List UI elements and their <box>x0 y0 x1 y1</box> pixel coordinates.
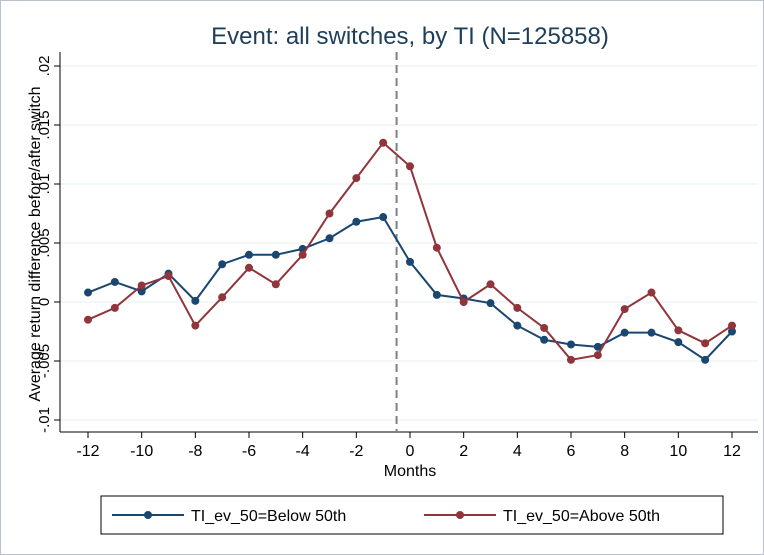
y-tick-label: .015 <box>36 110 53 139</box>
y-tick-label: -.005 <box>36 344 53 378</box>
y-tick-label: .02 <box>36 56 53 77</box>
data-point <box>84 288 92 297</box>
x-tick-label: -10 <box>130 443 153 460</box>
x-axis-label: Months <box>384 463 436 480</box>
data-point <box>486 280 495 289</box>
data-point <box>137 287 146 296</box>
series-group <box>84 138 736 364</box>
data-point <box>620 328 629 337</box>
legend-swatch-marker <box>456 511 464 519</box>
series-1 <box>84 213 736 364</box>
y-tick-label: 0 <box>36 298 53 306</box>
data-point <box>325 209 334 218</box>
legend: TI_ev_50=Below 50th TI_ev_50=Above 50th <box>100 495 724 535</box>
series-line <box>87 141 733 361</box>
data-point <box>674 326 683 335</box>
data-point <box>245 250 253 259</box>
data-point <box>432 290 441 299</box>
x-tick-label: 8 <box>620 443 629 460</box>
chart-title: Event: all switches, by TI (N=125858) <box>211 23 609 50</box>
x-tick-label: -6 <box>242 443 256 460</box>
y-tick-label: .01 <box>36 174 53 195</box>
data-point <box>379 138 388 147</box>
x-tick-label: 10 <box>669 443 687 460</box>
series-line <box>87 215 733 362</box>
x-tick-label: 0 <box>406 443 415 460</box>
data-point <box>191 296 200 305</box>
data-point <box>728 327 736 336</box>
data-point <box>513 321 522 330</box>
data-point <box>701 339 710 348</box>
data-point <box>110 303 119 312</box>
data-point <box>647 288 656 297</box>
series-2 <box>84 138 736 364</box>
data-point <box>701 355 710 364</box>
data-point <box>352 174 361 183</box>
axes: -.01 -.005 0 .005 .01 .015 .02 -12 -10 -8 -6 -4 -2 0 2… <box>36 52 758 460</box>
data-point <box>674 338 683 347</box>
legend-swatch-marker <box>144 511 152 519</box>
x-tick-label: 2 <box>459 443 468 460</box>
data-point <box>298 250 307 259</box>
legend-box <box>100 495 724 535</box>
x-tick-label: -4 <box>296 443 310 460</box>
data-point <box>110 277 119 286</box>
data-point <box>593 342 602 351</box>
y-tick-label: .005 <box>36 228 53 257</box>
data-point <box>593 351 602 360</box>
y-tick-label: -.01 <box>36 407 53 433</box>
data-point <box>191 321 200 330</box>
data-point <box>271 280 280 289</box>
x-tick-label: 4 <box>513 443 522 460</box>
x-tick-label: -12 <box>76 443 99 460</box>
x-tick-label: -2 <box>349 443 363 460</box>
data-point <box>137 281 146 290</box>
x-tick-label: -8 <box>188 443 202 460</box>
data-point <box>218 293 227 302</box>
data-point <box>540 323 549 332</box>
legend-label: TI_ev_50=Above 50th <box>503 508 660 525</box>
data-point <box>379 213 388 222</box>
data-point <box>271 250 280 259</box>
data-point <box>218 260 227 269</box>
x-tick-label: 6 <box>567 443 576 460</box>
data-point <box>84 315 92 324</box>
plot-region <box>59 51 759 433</box>
data-point <box>406 257 414 266</box>
data-point <box>486 299 495 308</box>
data-point <box>728 321 736 330</box>
data-point <box>647 328 656 337</box>
data-point <box>540 335 549 344</box>
data-point <box>459 298 468 306</box>
data-point <box>567 355 575 364</box>
data-point <box>325 234 334 243</box>
data-point <box>620 305 629 314</box>
data-point <box>567 340 575 349</box>
y-axis-label: Average return difference before/after s… <box>27 86 44 401</box>
data-point <box>164 272 173 281</box>
x-tick-label: 12 <box>723 443 741 460</box>
data-point <box>513 303 522 312</box>
data-point <box>406 162 414 171</box>
gridlines <box>59 51 759 433</box>
data-point <box>432 243 441 252</box>
data-point <box>245 263 253 272</box>
data-point <box>352 217 361 226</box>
legend-label: TI_ev_50=Below 50th <box>191 508 346 525</box>
